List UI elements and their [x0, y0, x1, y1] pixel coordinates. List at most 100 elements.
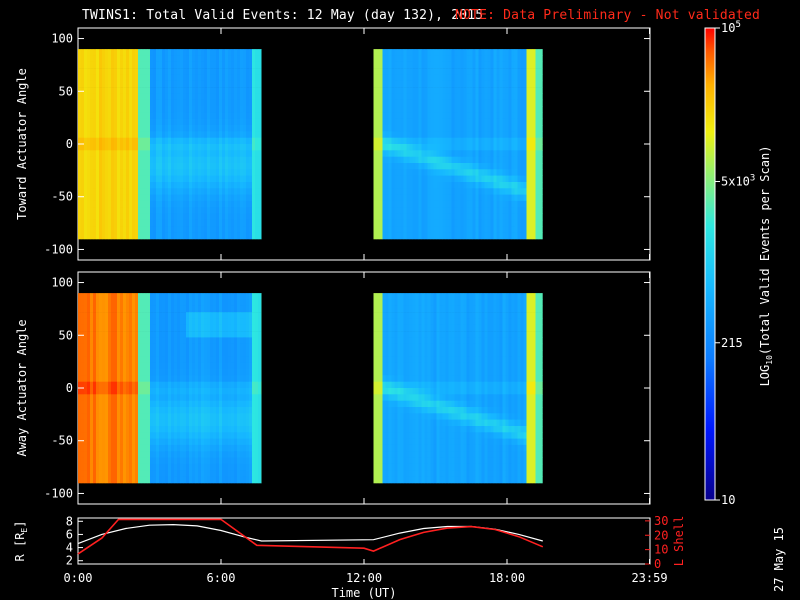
- heatmap-cell: [213, 99, 217, 107]
- heatmap-cell: [192, 438, 196, 446]
- heatmap-cell: [186, 131, 190, 138]
- heatmap-cell: [204, 413, 208, 420]
- heatmap-cell: [210, 93, 214, 101]
- heatmap-cell: [388, 106, 392, 113]
- heatmap-cell: [183, 175, 187, 183]
- heatmap-cell: [147, 169, 151, 176]
- heatmap-cell: [195, 426, 199, 433]
- heatmap-cell: [469, 219, 473, 227]
- heatmap-cell: [84, 331, 88, 338]
- heatmap-cell: [126, 457, 130, 465]
- heatmap-cell: [87, 312, 91, 319]
- heatmap-cell: [162, 324, 166, 332]
- heatmap-cell: [165, 318, 169, 326]
- heatmap-cell: [442, 213, 446, 221]
- heatmap-cell: [96, 438, 100, 446]
- heatmap-cell: [108, 169, 112, 176]
- heatmap-cell: [213, 194, 217, 202]
- heatmap-cell: [144, 182, 148, 189]
- heatmap-cell: [385, 55, 389, 63]
- heatmap-cell: [207, 432, 211, 439]
- heatmap-cell: [216, 68, 220, 75]
- heatmap-cell: [192, 470, 196, 477]
- heatmap-cell: [183, 219, 187, 227]
- heatmap-cell: [421, 200, 425, 208]
- heatmap-cell: [180, 457, 184, 465]
- heatmap-cell: [499, 182, 503, 189]
- heatmap-cell: [162, 350, 166, 357]
- heatmap-cell: [117, 182, 121, 189]
- heatmap-cell: [388, 207, 392, 214]
- heatmap-cell: [186, 226, 190, 233]
- heatmap-cell: [174, 61, 178, 69]
- heatmap-cell: [225, 118, 229, 126]
- heatmap-cell: [84, 87, 88, 94]
- heatmap-cell: [186, 99, 190, 107]
- heatmap-cell: [436, 232, 440, 240]
- heatmap-cell: [466, 131, 470, 138]
- heatmap-cell: [213, 219, 217, 227]
- heatmap-cell: [385, 74, 389, 82]
- heatmap-cell: [204, 369, 208, 376]
- heatmap-cell: [210, 106, 214, 113]
- heatmap-cell: [222, 207, 226, 214]
- heatmap-cell: [240, 182, 244, 189]
- heatmap-cell: [195, 194, 199, 202]
- heatmap-cell: [111, 200, 115, 208]
- heatmap-cell: [105, 438, 109, 446]
- heatmap-cell: [165, 188, 169, 195]
- heatmap-cell: [81, 394, 85, 401]
- heatmap-cell: [213, 118, 217, 126]
- heatmap-cell: [475, 55, 479, 63]
- heatmap-cell: [78, 200, 82, 208]
- heatmap-cell: [198, 232, 202, 240]
- heatmap-cell: [240, 93, 244, 101]
- heatmap-cell: [99, 163, 103, 170]
- heatmap-cell: [219, 194, 223, 202]
- heatmap-cell: [433, 68, 437, 75]
- heatmap-cell: [207, 369, 211, 376]
- heatmap-cell: [84, 49, 88, 56]
- heatmap-cell: [81, 150, 85, 157]
- heatmap-cell: [192, 61, 196, 69]
- heatmap-cell: [186, 194, 190, 202]
- heatmap-cell: [186, 293, 190, 300]
- heatmap-cell: [102, 343, 106, 351]
- heatmap-cell: [252, 112, 256, 120]
- heatmap-cell: [105, 337, 109, 345]
- heatmap-cell: [517, 61, 521, 69]
- heatmap-cell: [90, 232, 94, 240]
- heatmap-cell: [222, 106, 226, 113]
- heatmap-cell: [538, 144, 542, 151]
- heatmap-cell: [252, 61, 256, 69]
- heatmap-cell: [415, 175, 419, 183]
- heatmap-cell: [421, 68, 425, 75]
- heatmap-cell: [517, 163, 521, 170]
- heatmap-cell: [144, 49, 148, 56]
- heatmap-cell: [526, 68, 530, 75]
- heatmap-cell: [207, 156, 211, 164]
- heatmap-cell: [132, 131, 136, 138]
- heatmap-cell: [78, 293, 82, 300]
- heatmap-cell: [219, 68, 223, 75]
- heatmap-cell: [198, 80, 202, 88]
- heatmap-cell: [93, 106, 97, 113]
- heatmap-cell: [177, 432, 181, 439]
- heatmap-cell: [99, 106, 103, 113]
- heatmap-cell: [418, 156, 422, 164]
- heatmap-cell: [189, 356, 193, 364]
- heatmap-cell: [129, 400, 133, 408]
- heatmap-cell: [108, 381, 112, 389]
- heatmap-cell: [177, 362, 181, 370]
- heatmap-cell: [135, 137, 139, 145]
- heatmap-cell: [448, 99, 452, 107]
- heatmap-cell: [138, 213, 142, 221]
- heatmap-cell: [141, 118, 145, 126]
- heatmap-cell: [180, 331, 184, 338]
- heatmap-cell: [144, 362, 148, 370]
- heatmap-cell: [114, 369, 118, 376]
- heatmap-cell: [90, 356, 94, 364]
- heatmap-cell: [445, 112, 449, 120]
- heatmap-cell: [192, 188, 196, 195]
- heatmap-cell: [382, 182, 386, 189]
